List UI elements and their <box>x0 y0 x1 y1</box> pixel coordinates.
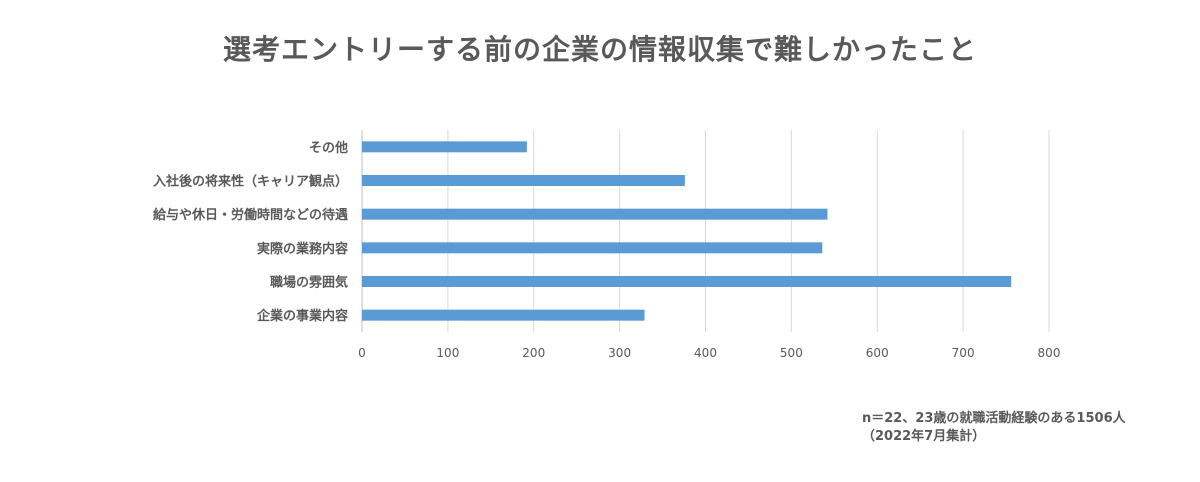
x-tick-label: 100 <box>436 346 459 360</box>
x-tick-label: 400 <box>694 346 717 360</box>
x-tick-label: 600 <box>866 346 889 360</box>
category-label: 企業の事業内容 <box>256 308 348 324</box>
category-label: その他 <box>309 140 348 156</box>
sample-note: n＝22、23歳の就職活動経験のある1506人 （2022年7月集計） <box>862 410 1126 446</box>
bar <box>362 141 527 153</box>
gridlines <box>361 130 1050 332</box>
chart-title: 選考エントリーする前の企業の情報収集で難しかったこと <box>222 33 977 66</box>
x-tick-label: 0 <box>358 346 366 360</box>
category-label: 給与や休日・労働時間などの待遇 <box>153 207 348 223</box>
bar <box>362 276 1012 287</box>
x-tick-label: 300 <box>608 346 631 360</box>
bar <box>362 175 685 186</box>
category-label: 実際の業務内容 <box>257 241 348 257</box>
category-label: 職場の雰囲気 <box>270 275 348 291</box>
bar <box>362 242 823 254</box>
x-tick-label: 200 <box>522 346 545 360</box>
sample-note-line2: （2022年7月集計） <box>862 429 986 444</box>
x-tick-label: 800 <box>1038 346 1061 360</box>
sample-note-line1: n＝22、23歳の就職活動経験のある1506人 <box>862 411 1126 426</box>
bar <box>362 309 645 321</box>
bars <box>362 141 1012 321</box>
x-tick-label: 700 <box>952 346 975 360</box>
x-tick-labels: 0 100 200 300 400 500 600 700 800 <box>358 346 1060 360</box>
x-tick-label: 500 <box>780 346 803 360</box>
bar <box>362 208 828 220</box>
category-label: 入社後の将来性（キャリア観点） <box>153 174 348 190</box>
